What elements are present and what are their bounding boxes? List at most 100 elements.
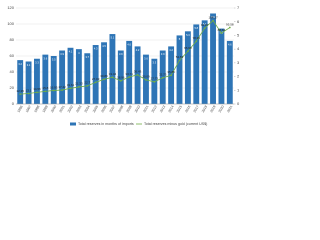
y-tick-label: 40 <box>10 69 15 74</box>
bar <box>34 58 40 104</box>
line-value-label: 16.93 <box>50 85 58 89</box>
line-point <box>61 89 64 91</box>
line-value-label: 54.53 <box>176 55 184 59</box>
bar-value-label: 3.3 <box>35 60 39 64</box>
bar-value-label: 3.5 <box>52 58 56 62</box>
bar <box>17 60 24 104</box>
x-tick-label: 2006 <box>100 105 107 114</box>
line-point <box>203 27 206 30</box>
line-point <box>161 76 164 79</box>
bar <box>75 49 82 104</box>
line-value-label: 104.17 <box>208 15 218 19</box>
x-tick-label: 2001 <box>58 105 65 114</box>
bar-value-label: 4 <box>78 51 80 55</box>
line-point <box>44 90 47 93</box>
line-value-label: 33.44 <box>109 72 117 76</box>
line-value-label: 19.61 <box>67 83 75 87</box>
bar <box>84 53 91 104</box>
bar-value-label: 3.2 <box>18 62 22 66</box>
line-point <box>77 86 80 88</box>
line-point <box>195 40 198 43</box>
x-tick-label: 2005 <box>92 105 99 114</box>
line-point <box>69 87 72 90</box>
line-value-label: 13.1 <box>26 88 32 92</box>
y-tick-label: 120 <box>7 5 14 10</box>
line-point <box>119 79 122 82</box>
bar <box>210 13 216 104</box>
line-value-label: 12.35 <box>16 89 24 93</box>
line-point <box>220 32 223 34</box>
bar-value-label: 3.7 <box>85 55 89 59</box>
line-value-label: 88.64 <box>218 28 226 32</box>
line-value-label: 33.71 <box>125 72 133 76</box>
line-value-label: 32.73 <box>159 73 167 77</box>
bar-value-label: 4.6 <box>228 43 232 47</box>
bar-value-label: 4.6 <box>127 43 131 47</box>
bar <box>92 45 99 104</box>
x-tick-label: 2017 <box>193 105 200 114</box>
x-tick-label: 1998 <box>33 105 40 114</box>
bar <box>42 54 49 104</box>
line-value-label: 27.73 <box>151 77 159 81</box>
x-tick-label: 2018 <box>201 105 208 114</box>
legend-label: Total reserves in months of imports <box>78 122 134 126</box>
line-point <box>170 74 173 77</box>
line-value-label: 30.09 <box>142 75 150 79</box>
bar <box>126 40 133 104</box>
bar-value-label: 3.9 <box>60 52 64 56</box>
bar-value-label: 5.1 <box>111 36 115 40</box>
x-tick-label: 2016 <box>184 105 191 114</box>
bar-value-label: 3.9 <box>161 52 165 56</box>
legend-swatch <box>70 122 76 126</box>
y-tick-label: 100 <box>7 21 14 26</box>
line-point <box>94 81 97 84</box>
line-value-label: 30.86 <box>100 74 108 78</box>
bar-value-label: 4.5 <box>102 44 106 48</box>
x-tick-label: 2002 <box>67 105 74 114</box>
x-tick-label: 2012 <box>151 105 158 114</box>
y2-tick-label: 2 <box>237 74 240 79</box>
bar <box>25 61 32 104</box>
line-point <box>228 26 231 29</box>
bar <box>176 35 183 104</box>
bar <box>50 56 57 104</box>
bar <box>218 28 225 105</box>
line-point <box>103 78 105 81</box>
x-tick-label: 2015 <box>176 105 183 114</box>
x-tick-label: 2020 <box>218 105 225 114</box>
bar-value-label: 4.3 <box>94 47 98 51</box>
line-point <box>27 92 30 95</box>
bar-value-label: 3.1 <box>27 63 31 67</box>
bar-value-label: 5.3 <box>186 33 190 37</box>
x-tick-label: 1996 <box>16 105 23 114</box>
bar-value-label: 6.1 <box>203 22 207 26</box>
bar <box>226 40 233 104</box>
bar-value-label: 5.8 <box>194 26 198 30</box>
bar-value-label: 3.3 <box>153 60 157 64</box>
line-value-label: 15.8 <box>42 86 48 90</box>
line-point <box>212 19 214 22</box>
bar <box>59 50 66 104</box>
x-tick-label: 2007 <box>109 105 116 114</box>
line-value-label: 35.85 <box>167 70 175 74</box>
y2-tick-label: 6 <box>237 19 240 24</box>
y2-tick-label: 0 <box>237 101 240 106</box>
line-value-label: 21.33 <box>75 82 83 86</box>
line-value-label: 17.42 <box>58 85 66 89</box>
y2-tick-label: 3 <box>237 60 240 65</box>
bar-value-label: 3.6 <box>44 56 48 60</box>
bar-value-label: 6.6 <box>211 15 215 19</box>
line-point <box>145 79 147 81</box>
line-point <box>111 76 114 79</box>
line-point <box>136 73 139 76</box>
bar <box>117 50 124 104</box>
x-tick-label: 2021 <box>226 105 233 114</box>
line-value-label: 65.98 <box>184 46 192 50</box>
bar-value-label: 3.9 <box>119 52 123 56</box>
line-point <box>178 59 181 62</box>
line-point <box>153 80 156 83</box>
bar <box>101 42 107 104</box>
bar-value-label: 5 <box>179 37 181 41</box>
x-tick-label: 1999 <box>42 105 49 114</box>
